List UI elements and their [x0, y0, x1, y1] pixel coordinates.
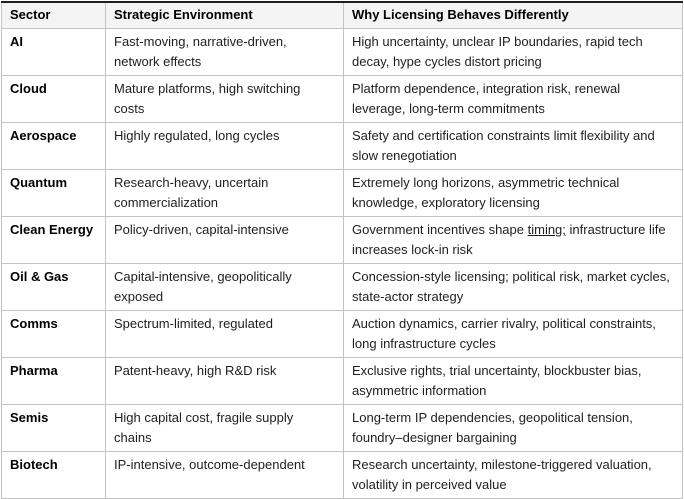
why-licensing-cell: Concession-style licensing; political ri… — [343, 263, 683, 311]
why-licensing-cell: Safety and certification constraints lim… — [343, 122, 683, 170]
text-segment: Auction dynamics, carrier rivalry, polit… — [352, 316, 656, 351]
table-body: AI Fast-moving, narrative-driven, network… — [1, 28, 683, 499]
column-header-strategic-environment: Strategic Environment — [105, 1, 344, 29]
strategic-environment-cell: Capital-intensive, geopolitically expose… — [105, 263, 344, 311]
table-row: Biotech IP-intensive, outcome-dependent Re… — [1, 451, 683, 499]
why-licensing-cell: Extremely long horizons, asymmetric tech… — [343, 169, 683, 217]
sector-cell: Semis — [1, 404, 106, 452]
sector-cell: Biotech — [1, 451, 106, 499]
why-licensing-cell: Government incentives shape timing; infr… — [343, 216, 683, 264]
sector-cell: Clean Energy — [1, 216, 106, 264]
sector-cell: Oil & Gas — [1, 263, 106, 311]
table-row: Cloud Mature platforms, high switching co… — [1, 75, 683, 123]
why-licensing-cell: Long-term IP dependencies, geopolitical … — [343, 404, 683, 452]
text-segment: Platform dependence, integration risk, r… — [352, 81, 621, 116]
table-row: Comms Spectrum-limited, regulated Auction … — [1, 310, 683, 358]
sector-cell: Cloud — [1, 75, 106, 123]
text-segment: Long-term IP dependencies, geopolitical … — [352, 410, 633, 445]
sector-cell: Pharma — [1, 357, 106, 405]
table-row: Quantum Research-heavy, uncertain commerc… — [1, 169, 683, 217]
sector-cell: Comms — [1, 310, 106, 358]
underlined-text: timing; — [527, 222, 566, 237]
strategic-environment-cell: Policy-driven, capital-intensive — [105, 216, 344, 264]
column-header-why-licensing: Why Licensing Behaves Differently — [343, 1, 683, 29]
table-row: AI Fast-moving, narrative-driven, network… — [1, 28, 683, 76]
text-segment: Concession-style licensing; political ri… — [352, 269, 670, 304]
sector-cell: Quantum — [1, 169, 106, 217]
strategic-environment-cell: High capital cost, fragile supply chains — [105, 404, 344, 452]
table-row: Oil & Gas Capital-intensive, geopolitical… — [1, 263, 683, 311]
why-licensing-cell: Platform dependence, integration risk, r… — [343, 75, 683, 123]
text-segment: Exclusive rights, trial uncertainty, blo… — [352, 363, 642, 398]
strategic-environment-cell: Fast-moving, narrative-driven, network e… — [105, 28, 344, 76]
text-segment: infrastructure life increases lock-in ri… — [352, 222, 666, 257]
text-segment: Research uncertainty, milestone-triggere… — [352, 457, 652, 492]
why-licensing-cell: Research uncertainty, milestone-triggere… — [343, 451, 683, 499]
why-licensing-cell: Auction dynamics, carrier rivalry, polit… — [343, 310, 683, 358]
strategic-environment-cell: Highly regulated, long cycles — [105, 122, 344, 170]
why-licensing-cell: High uncertainty, unclear IP boundaries,… — [343, 28, 683, 76]
sector-cell: Aerospace — [1, 122, 106, 170]
table-row: Pharma Patent-heavy, high R&D risk Exclusi… — [1, 357, 683, 405]
strategic-environment-cell: Research-heavy, uncertain commercializat… — [105, 169, 344, 217]
table-row: Semis High capital cost, fragile supply c… — [1, 404, 683, 452]
text-segment: High uncertainty, unclear IP boundaries,… — [352, 34, 643, 69]
column-header-sector: Sector — [1, 1, 106, 29]
text-segment: Extremely long horizons, asymmetric tech… — [352, 175, 620, 210]
why-licensing-cell: Exclusive rights, trial uncertainty, blo… — [343, 357, 683, 405]
strategic-environment-cell: Spectrum-limited, regulated — [105, 310, 344, 358]
strategic-environment-cell: IP-intensive, outcome-dependent — [105, 451, 344, 499]
text-segment: Safety and certification constraints lim… — [352, 128, 655, 163]
text-segment: Government incentives shape — [352, 222, 528, 237]
sector-cell: AI — [1, 28, 106, 76]
header-row: Sector Strategic Environment Why Licensi… — [1, 1, 683, 29]
table-row: Clean Energy Policy-driven, capital-inten… — [1, 216, 683, 264]
table-row: Aerospace Highly regulated, long cycles Sa… — [1, 122, 683, 170]
strategic-environment-cell: Mature platforms, high switching costs — [105, 75, 344, 123]
strategic-environment-cell: Patent-heavy, high R&D risk — [105, 357, 344, 405]
